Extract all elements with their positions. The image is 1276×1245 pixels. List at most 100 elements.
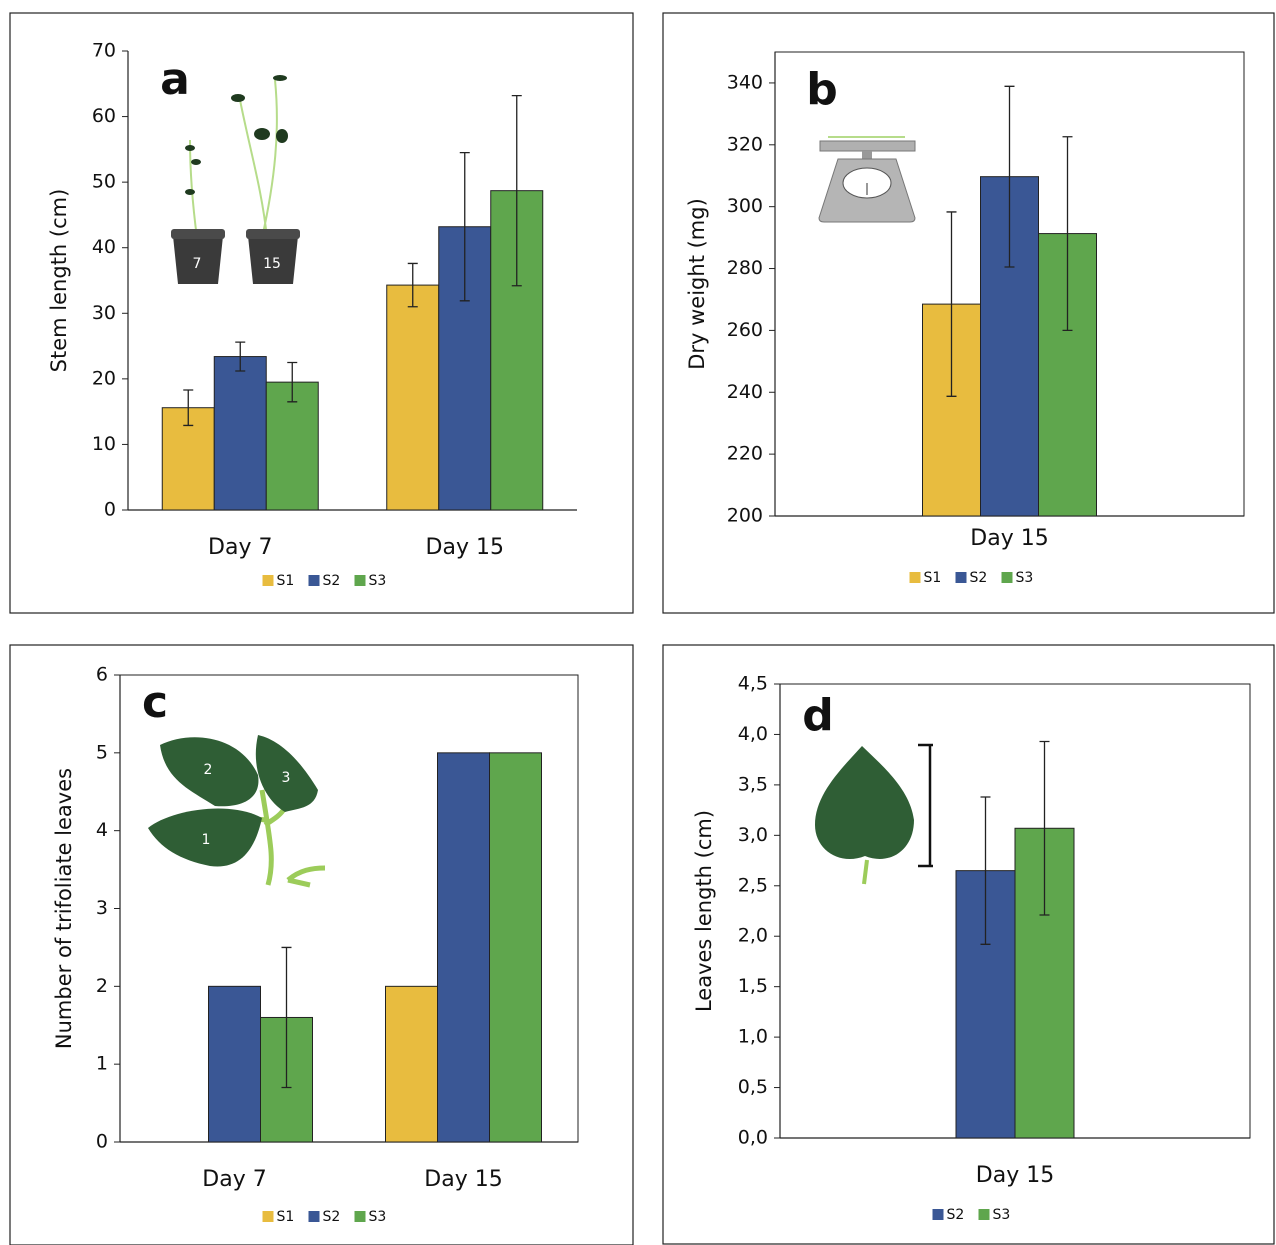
illustration-label: 15	[263, 256, 281, 272]
y-tick-label: 20	[92, 367, 116, 389]
y-tick-label: 340	[727, 71, 763, 93]
legend-swatch	[932, 1209, 944, 1220]
legend-swatch	[308, 575, 320, 586]
legend-label: S3	[993, 1207, 1011, 1223]
y-tick-label: 5	[96, 741, 108, 763]
error-bar	[281, 946, 292, 1089]
legend-swatch	[262, 575, 274, 586]
illustration-label: 2	[204, 762, 213, 778]
legend-label: S1	[924, 570, 942, 586]
illustration-label: 3	[282, 770, 291, 786]
x-tick-label: Day 7	[202, 1167, 266, 1192]
legend-swatch	[1001, 572, 1013, 583]
legend-label: S3	[369, 1209, 387, 1225]
y-tick-label: 4	[96, 819, 108, 841]
bar	[386, 284, 440, 511]
legend-label: S3	[369, 573, 387, 589]
illustration-label: 1	[202, 832, 211, 848]
legend-swatch	[909, 572, 921, 583]
y-tick-label: 3,5	[738, 773, 768, 795]
y-tick-label: 30	[92, 302, 116, 324]
error-bar	[1039, 740, 1050, 916]
panel-letter: c	[142, 677, 168, 728]
x-tick-label: Day 7	[208, 535, 272, 560]
y-tick-label: 3	[96, 897, 108, 919]
panel-letter: a	[160, 54, 190, 105]
y-axis-label: Leaves length (cm)	[692, 810, 716, 1012]
error-bar	[407, 262, 418, 308]
x-tick-label: Day 15	[426, 535, 504, 560]
y-tick-label: 70	[92, 40, 116, 62]
panel-border	[9, 644, 634, 1245]
legend-label: S2	[947, 1207, 965, 1223]
y-tick-label: 2	[96, 975, 108, 997]
y-tick-label: 10	[92, 433, 116, 455]
legend-swatch	[955, 572, 967, 583]
bar	[213, 356, 267, 511]
legend-label: S2	[323, 1209, 341, 1225]
bar	[489, 752, 542, 1143]
leaf-illustration	[148, 735, 326, 888]
error-bar	[980, 796, 991, 945]
legend-swatch	[308, 1211, 320, 1222]
y-tick-label: 3,0	[738, 824, 768, 846]
y-tick-label: 4,0	[738, 723, 768, 745]
y-tick-label: 40	[92, 236, 116, 258]
legend-label: S1	[277, 573, 295, 589]
y-tick-label: 200	[727, 505, 763, 527]
scale-illustration	[818, 136, 916, 223]
legend-swatch	[978, 1209, 990, 1220]
y-tick-label: 6	[96, 664, 108, 686]
legend-label: S3	[1016, 570, 1034, 586]
pots-illustration	[171, 75, 300, 284]
y-tick-label: 0	[104, 499, 116, 521]
y-tick-label: 2,0	[738, 925, 768, 947]
panel-letter: b	[806, 64, 838, 115]
y-tick-label: 280	[727, 257, 763, 279]
y-tick-label: 50	[92, 171, 116, 193]
legend-swatch	[262, 1211, 274, 1222]
bar	[385, 985, 438, 1143]
legend-label: S2	[323, 573, 341, 589]
legend-swatch	[354, 575, 366, 586]
y-tick-label: 260	[727, 319, 763, 341]
y-axis-label: Number of trifoliate leaves	[52, 768, 76, 1049]
x-tick-label: Day 15	[976, 1163, 1054, 1188]
error-bar	[1004, 85, 1015, 268]
x-tick-label: Day 15	[424, 1167, 502, 1192]
illustration-label: 7	[193, 256, 202, 272]
y-tick-label: 320	[727, 133, 763, 155]
panel-border	[662, 644, 1275, 1245]
x-tick-label: Day 15	[970, 526, 1048, 551]
heart-leaf-illustration	[815, 743, 933, 885]
y-tick-label: 60	[92, 105, 116, 127]
panel-border	[662, 12, 1275, 614]
panel-border	[9, 12, 634, 614]
y-axis-label: Dry weight (mg)	[685, 198, 709, 370]
error-bar	[235, 341, 246, 372]
legend-label: S2	[970, 570, 988, 586]
legend-swatch	[354, 1211, 366, 1222]
error-bar	[511, 94, 522, 287]
error-bar	[183, 389, 194, 427]
bar	[208, 985, 261, 1143]
y-axis-label: Stem length (cm)	[47, 189, 71, 373]
error-bar	[946, 211, 957, 397]
y-tick-label: 1,5	[738, 975, 768, 997]
bar	[437, 752, 490, 1143]
y-tick-label: 0,0	[738, 1127, 768, 1149]
error-bar	[459, 151, 470, 302]
panel-letter: d	[802, 690, 834, 741]
y-tick-label: 4,5	[738, 673, 768, 695]
y-tick-label: 240	[727, 381, 763, 403]
error-bar	[287, 361, 298, 403]
y-tick-label: 1	[96, 1053, 108, 1075]
y-tick-label: 300	[727, 195, 763, 217]
legend-label: S1	[277, 1209, 295, 1225]
error-bar	[1062, 136, 1073, 332]
y-tick-label: 0,5	[738, 1076, 768, 1098]
y-tick-label: 1,0	[738, 1026, 768, 1048]
y-tick-label: 220	[727, 443, 763, 465]
y-tick-label: 2,5	[738, 874, 768, 896]
